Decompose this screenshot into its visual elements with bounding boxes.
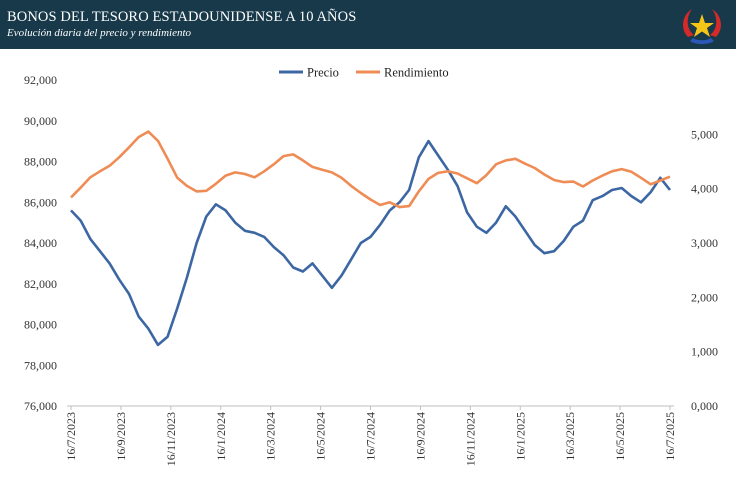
x-axis-ticks: 16/7/2023 16/9/2023 16/11/2023 16/1/2024 16/… [64, 406, 677, 466]
chart-area: Precio Rendimiento 76,000 78,000 80,000 82,… [24, 66, 718, 467]
series-line-rendimiento [70, 130, 671, 209]
y-right-tick-label: 3,000 [691, 236, 718, 250]
legend-label-precio: Precio [307, 66, 339, 80]
y-right-tick-label: 0,000 [691, 399, 718, 413]
chart-title: BONOS DEL TESORO ESTADOUNIDENSE A 10 AÑO… [7, 9, 357, 25]
y-axis-left-ticks: 76,000 78,000 80,000 82,000 84,000 86,000 88,0… [24, 73, 57, 413]
y-left-tick-label: 90,000 [24, 114, 57, 128]
y-left-tick-label: 82,000 [24, 277, 57, 291]
y-left-tick-label: 80,000 [24, 318, 57, 332]
y-right-tick-label: 4,000 [691, 182, 718, 196]
chart-subtitle: Evolución diaria del precio y rendimient… [7, 27, 192, 39]
x-tick-label: 16/9/2024 [413, 412, 427, 461]
x-tick-label: 16/9/2023 [114, 412, 128, 461]
x-tick-label: 16/1/2024 [214, 412, 228, 461]
x-tick-label: 16/11/2023 [164, 412, 178, 466]
x-tick-label: 16/5/2025 [613, 412, 627, 461]
x-tick-label: 16/11/2024 [463, 412, 477, 466]
y-left-tick-label: 76,000 [24, 399, 57, 413]
series-layer [70, 130, 672, 347]
x-tick-label: 16/3/2024 [264, 412, 278, 461]
x-tick-label: 16/7/2023 [64, 412, 78, 461]
series-line-precio [70, 139, 672, 347]
legend: Precio Rendimiento [279, 66, 449, 80]
y-left-tick-label: 92,000 [24, 73, 57, 87]
x-tick-label: 16/3/2025 [563, 412, 577, 461]
chart-header: BONOS DEL TESORO ESTADOUNIDENSE A 10 AÑO… [0, 0, 736, 49]
legend-label-rendimiento: Rendimiento [384, 66, 449, 80]
y-left-tick-label: 78,000 [24, 358, 57, 372]
y-left-tick-label: 88,000 [24, 155, 57, 169]
y-axis-right-ticks: 0,000 1,000 2,000 3,000 4,000 5,000 [691, 127, 718, 413]
y-right-tick-label: 1,000 [691, 345, 718, 359]
y-right-tick-label: 2,000 [691, 290, 718, 304]
x-tick-label: 16/5/2024 [314, 412, 328, 461]
y-left-tick-label: 84,000 [24, 236, 57, 250]
star-emblem-icon [683, 9, 721, 44]
y-left-tick-label: 86,000 [24, 195, 57, 209]
x-tick-label: 16/7/2024 [364, 412, 378, 461]
y-right-tick-label: 5,000 [691, 127, 718, 141]
x-tick-label: 16/1/2025 [513, 412, 527, 461]
x-tick-label: 16/7/2025 [663, 412, 677, 461]
